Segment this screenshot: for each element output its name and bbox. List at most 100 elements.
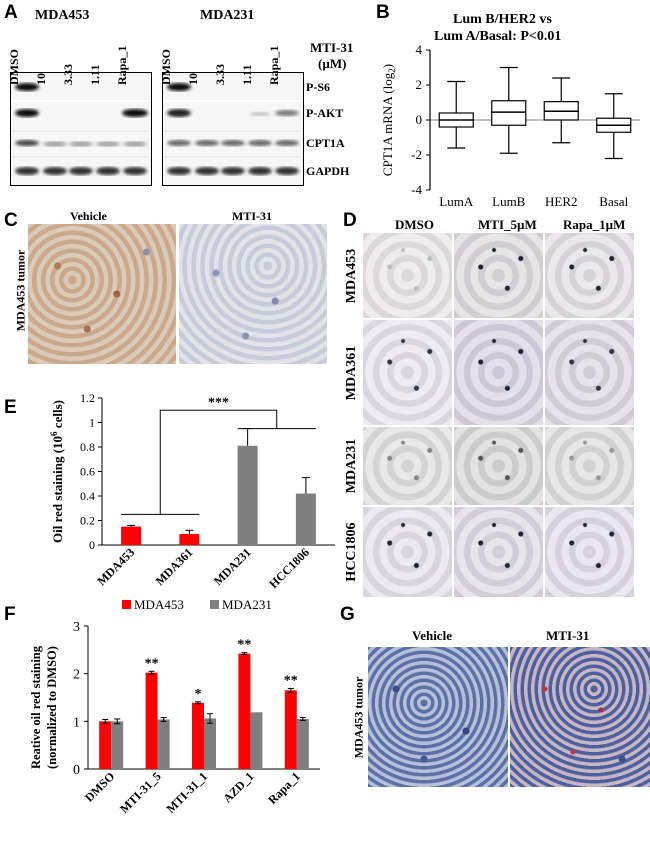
panel-d-image <box>454 320 543 425</box>
panel-e-letter: E <box>4 397 17 418</box>
group-label-mda231: MDA231 <box>200 8 255 23</box>
panel-c-col-vehicle: Vehicle <box>70 209 107 223</box>
mda231-lane-label: 3.33 <box>213 64 227 85</box>
panel-c-col-mti31: MTI-31 <box>232 209 272 223</box>
f-significance: * <box>195 687 202 702</box>
oilred-mti31-image <box>510 647 650 787</box>
f-significance: ** <box>284 673 298 688</box>
panel-d-image <box>545 507 634 597</box>
panel-b-letter: B <box>376 2 390 23</box>
panel-c-side-label: MDA453 tumor <box>13 249 28 332</box>
panel-d-row-label: HCC1806 <box>344 522 359 582</box>
f-y-tick-label: 1 <box>73 715 80 730</box>
f-bar <box>145 672 158 769</box>
panel-b-title-1: Lum B/HER2 vs <box>453 12 552 27</box>
mda453-lane-label: DMSO <box>7 49 21 85</box>
b-y-tick-label: 4 <box>416 42 423 57</box>
blot-mda231-bands <box>163 73 303 185</box>
e-y-tick-label: 0.4 <box>80 489 95 503</box>
panel-d-col-dmso: DMSO <box>395 217 434 232</box>
b-box <box>491 100 527 126</box>
panel-d-col-rapa: Rapa_1µM <box>563 217 626 232</box>
f-category-label: AZD_1 <box>220 769 256 805</box>
panel-c-letter: C <box>4 210 18 231</box>
panel-d-image <box>545 427 634 505</box>
mda231-lane-label: 1.11 <box>240 64 254 85</box>
f-category-label: MTI-31_1 <box>163 769 210 816</box>
b-y-tick-label: 0 <box>416 112 423 127</box>
mda453-lane-label: Rapa_1 <box>115 45 129 85</box>
bar-chart-e: 0 0.2 0.4 0.6 0.8 1 1.2 Oil red staining (106 c… <box>49 391 335 590</box>
mda231-lane-label: 10 <box>186 73 200 85</box>
panel-d-image <box>363 320 452 425</box>
e-category-label: MDA361 <box>153 545 196 588</box>
panel-d-image <box>545 320 634 425</box>
f-y-tick-label: 0 <box>73 763 80 778</box>
panel-g-side-label: MDA453 tumor <box>351 676 366 759</box>
panel-d-row-label: MDA361 <box>344 345 359 400</box>
e-category-label: MDA453 <box>94 545 137 588</box>
e-bracket <box>159 409 278 515</box>
oilred-vehicle-image <box>368 647 508 787</box>
blot-mda453 <box>10 72 152 186</box>
e-bar <box>179 533 200 545</box>
panel-d-image <box>363 427 452 505</box>
panel-d-row-label: MDA231 <box>344 438 359 494</box>
panel-f-letter: F <box>4 604 16 625</box>
panel-a-letter: A <box>4 2 18 23</box>
f-bar <box>296 718 309 769</box>
f-bar <box>238 653 251 769</box>
blot-mda231 <box>162 72 304 186</box>
panel-g-letter: G <box>340 604 355 625</box>
b-category-label: HER2 <box>545 194 578 209</box>
e-bar <box>121 526 142 545</box>
panel-d-image <box>363 507 452 597</box>
mda231-lane-label: Rapa_1 <box>267 45 281 85</box>
e-y-tick-label: 0.6 <box>80 465 95 479</box>
f-bar <box>250 712 263 769</box>
b-category-label: Basal <box>599 194 628 209</box>
f-y-tick-label: 3 <box>73 620 80 635</box>
f-legend-swatch <box>122 600 131 609</box>
e-bar <box>295 493 316 545</box>
e-y-axis-label: Oil red staining (106 cells) <box>49 400 65 543</box>
e-y-tick-label: 1 <box>89 416 95 430</box>
e-bar <box>237 445 258 545</box>
mda453-lane-label: 3.33 <box>61 64 75 85</box>
row-label-cpt1a: CPT1A <box>306 136 345 150</box>
panel-d-col-mti: MTI_5µM <box>478 217 537 232</box>
f-bar <box>111 721 124 769</box>
treatment-label: MTI-31 <box>310 40 354 55</box>
f-y-axis-label-1: Reative oil red staining <box>29 645 43 769</box>
b-y-tick-label: 2 <box>416 77 423 92</box>
panel-d-image <box>545 233 634 318</box>
panel-d-image <box>363 233 452 318</box>
f-legend-label: MDA453 <box>134 597 184 612</box>
row-label-ps6: P-S6 <box>306 80 330 94</box>
blot-mda453-bands <box>11 73 151 185</box>
mda453-lane-label: 1.11 <box>88 64 102 85</box>
panel-d-letter: D <box>343 210 357 231</box>
ihc-mti31-image <box>179 224 327 364</box>
b-y-axis-label: CPT1A mRNA (log2) <box>380 64 397 176</box>
f-bar <box>284 690 297 769</box>
e-y-tick-label: 0.8 <box>80 440 95 454</box>
e-y-tick-label: 0 <box>89 538 95 552</box>
panel-d-image <box>454 507 543 597</box>
f-bar <box>157 719 170 769</box>
b-y-tick-label: -4 <box>411 182 422 197</box>
f-significance: ** <box>145 656 159 671</box>
mda231-lane-label: DMSO <box>159 49 173 85</box>
e-y-tick-label: 0.2 <box>80 514 95 528</box>
group-label-mda453: MDA453 <box>35 8 90 23</box>
e-category-label: MDA231 <box>211 545 254 588</box>
f-y-tick-label: 2 <box>73 668 80 683</box>
f-bar <box>204 718 216 769</box>
panel-b-title-2: Lum A/Basal: P<0.01 <box>434 29 562 44</box>
row-label-gapdh: GAPDH <box>306 164 350 178</box>
e-y-tick-label: 1.2 <box>80 391 95 405</box>
b-category-label: LumA <box>439 194 474 209</box>
f-category-label: DMSO <box>82 769 117 804</box>
ihc-vehicle-image <box>28 224 176 364</box>
treatment-unit: (µM) <box>318 56 347 71</box>
